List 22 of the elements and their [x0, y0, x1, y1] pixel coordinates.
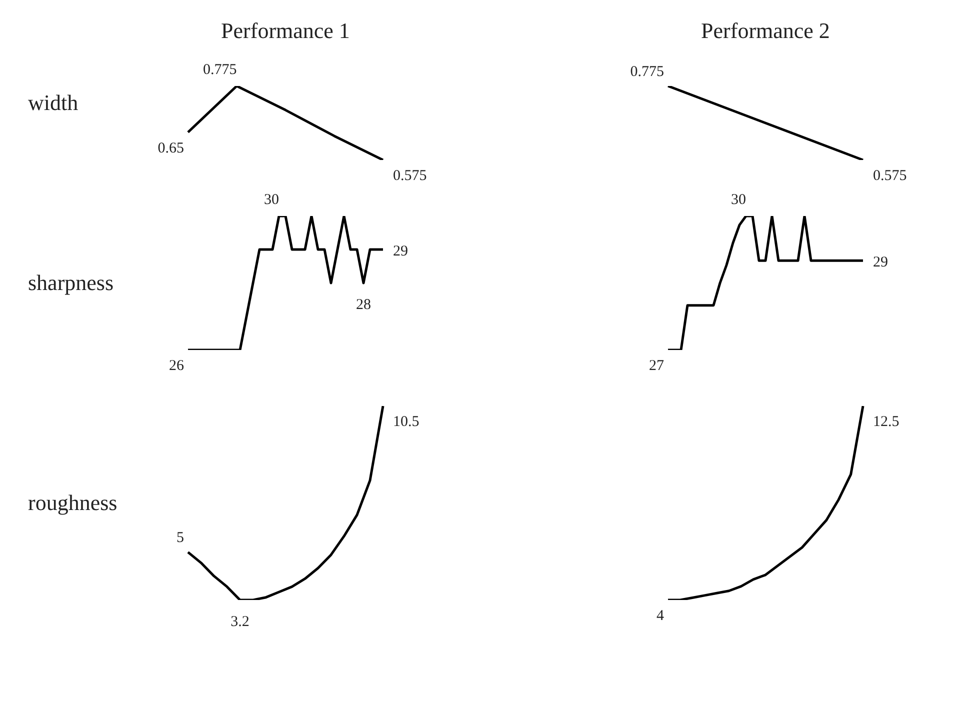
chart-title: Performance 2	[700, 18, 831, 45]
data-label: 27	[649, 358, 664, 374]
data-label: 4	[656, 608, 664, 624]
data-label: 10.5	[393, 414, 420, 430]
data-label: 3.2	[230, 614, 250, 630]
y-axis-title: width	[27, 90, 80, 116]
data-label: 5	[176, 530, 184, 546]
data-label: 0.65	[158, 140, 184, 156]
data-label: 26	[169, 358, 184, 374]
data-label: 29	[873, 254, 888, 271]
data-label: 0.775	[203, 62, 237, 78]
data-label: 30	[264, 192, 279, 208]
y-axis-title: sharpness	[27, 270, 115, 296]
data-label: 28	[356, 297, 371, 313]
data-label: 0.775	[630, 64, 664, 80]
data-label: 30	[731, 192, 746, 208]
chart-title: Performance 1	[220, 18, 351, 45]
data-label: 12.5	[873, 414, 900, 430]
data-label: 0.575	[393, 168, 427, 184]
data-label: 0.575	[873, 168, 907, 184]
y-axis-title: roughness	[27, 490, 118, 516]
data-label: 29	[393, 244, 408, 260]
